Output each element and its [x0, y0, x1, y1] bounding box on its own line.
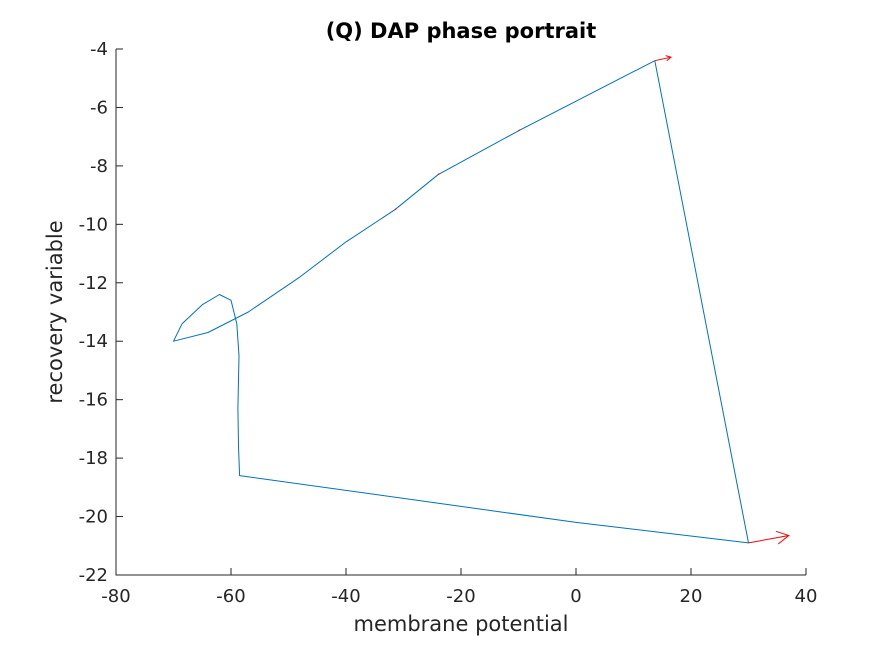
y-tick-label: -18 — [79, 448, 108, 469]
axes-box — [115, 49, 806, 576]
x-tick-label: -60 — [216, 586, 245, 607]
arrow-shaft — [748, 535, 789, 544]
direction-arrow — [437, 173, 440, 176]
direction-arrow — [654, 55, 672, 62]
arrow-head — [665, 55, 672, 62]
y-tick-label: -14 — [79, 331, 108, 352]
arrow-shaft — [654, 56, 671, 62]
x-tick-label: 20 — [680, 586, 703, 607]
y-axis: -22 -20 -18 -16 -14 -12 -10 -8 -6 -4 — [79, 39, 123, 586]
y-tick-label: -16 — [79, 390, 108, 411]
y-tick-label: -4 — [90, 39, 108, 60]
trajectory-line — [173, 60, 749, 544]
x-tick-label: -80 — [101, 586, 130, 607]
arrow-layer — [394, 55, 790, 545]
x-tick-label: 0 — [570, 586, 581, 607]
arrow-shaft — [518, 129, 521, 132]
x-tick-label: 40 — [795, 586, 818, 607]
arrow-head — [775, 530, 790, 545]
y-tick-label: -8 — [90, 156, 108, 177]
chart-title: (Q) DAP phase portrait — [326, 19, 597, 43]
x-axis-label: membrane potential — [354, 612, 569, 636]
x-tick-label: -20 — [446, 586, 475, 607]
y-tick-label: -20 — [79, 507, 108, 528]
series-layer — [173, 60, 749, 544]
x-axis: -80 -60 -40 -20 0 20 40 — [101, 568, 817, 607]
y-axis-label: recovery variable — [43, 220, 67, 403]
direction-arrow — [518, 129, 521, 132]
y-tick-label: -12 — [79, 273, 108, 294]
y-tick-label: -6 — [90, 97, 108, 118]
plot-area — [173, 55, 790, 545]
arrow-shaft — [437, 173, 440, 176]
arrow-shaft — [394, 208, 397, 211]
y-tick-label: -10 — [79, 214, 108, 235]
x-tick-label: -40 — [331, 586, 360, 607]
direction-arrow — [394, 208, 397, 211]
y-tick-label: -22 — [79, 565, 108, 586]
direction-arrow — [748, 530, 790, 545]
